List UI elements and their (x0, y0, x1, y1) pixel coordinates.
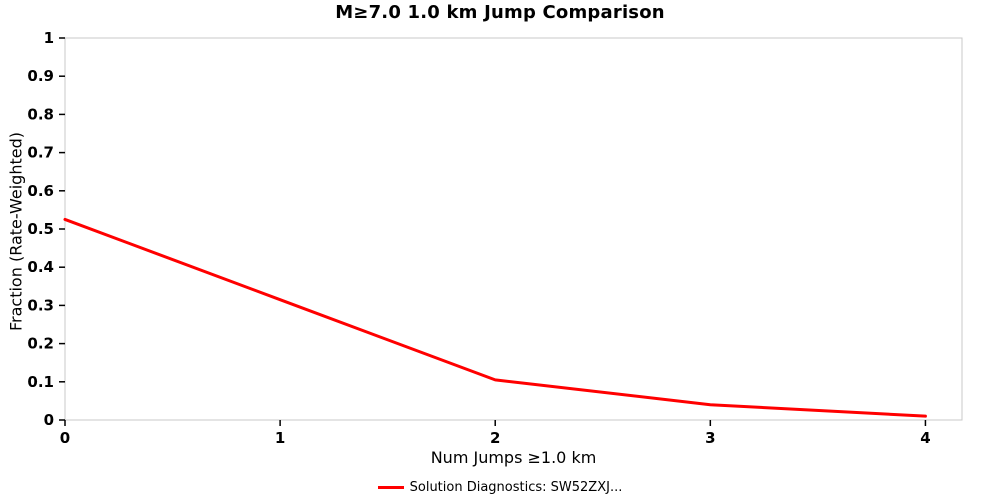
svg-text:4: 4 (920, 429, 930, 447)
svg-text:1: 1 (44, 29, 54, 47)
svg-text:2: 2 (490, 429, 500, 447)
svg-text:0.3: 0.3 (27, 296, 54, 314)
legend: Solution Diagnostics: SW52ZXJ... (0, 480, 1000, 495)
svg-text:0.4: 0.4 (27, 258, 54, 276)
svg-text:0.5: 0.5 (27, 220, 54, 238)
svg-text:0: 0 (44, 411, 54, 429)
svg-text:0.1: 0.1 (27, 373, 54, 391)
svg-text:0.6: 0.6 (27, 182, 54, 200)
svg-text:0.8: 0.8 (27, 105, 54, 123)
svg-text:0.2: 0.2 (27, 335, 54, 353)
svg-text:1: 1 (275, 429, 285, 447)
legend-label: Solution Diagnostics: SW52ZXJ... (409, 480, 623, 495)
x-axis-label: Num Jumps ≥1.0 km (430, 448, 597, 467)
svg-text:0.7: 0.7 (27, 144, 54, 162)
chart-title: M≥7.0 1.0 km Jump Comparison (335, 2, 665, 23)
svg-text:0: 0 (60, 429, 70, 447)
legend-line-swatch (377, 486, 404, 489)
svg-text:0.9: 0.9 (27, 67, 54, 85)
svg-text:3: 3 (705, 429, 715, 447)
